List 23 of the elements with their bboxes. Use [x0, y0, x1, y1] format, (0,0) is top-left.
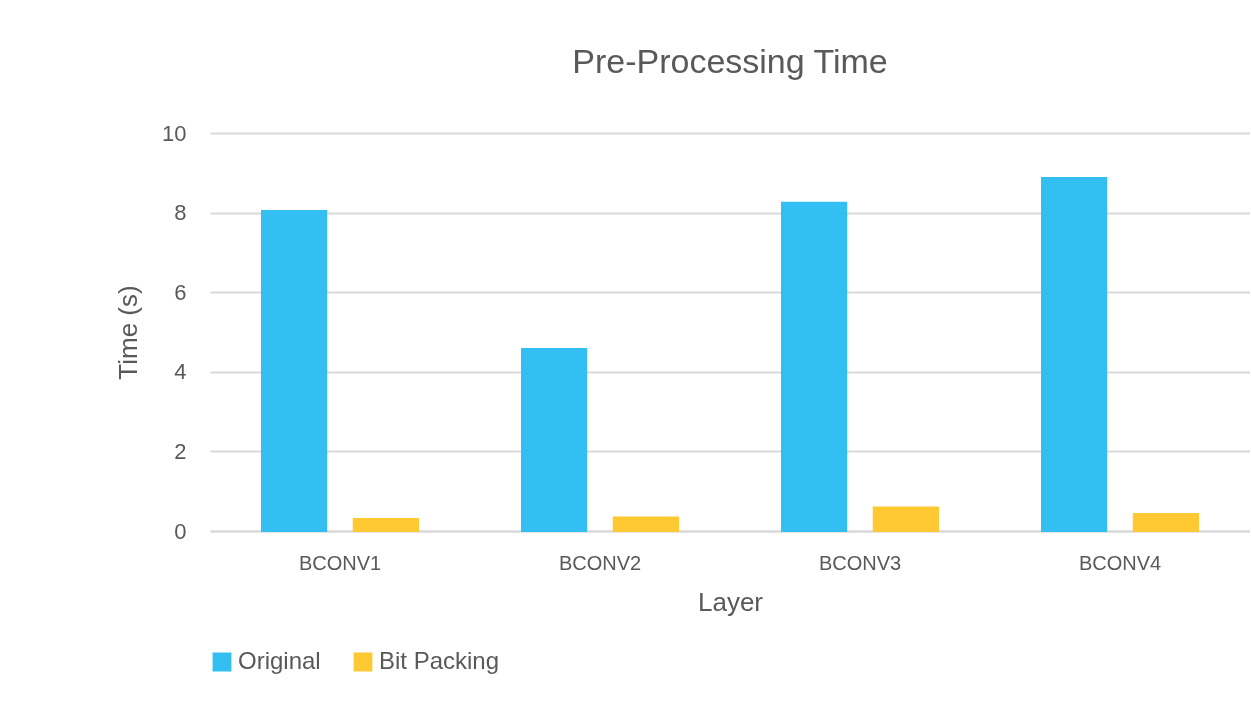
bar — [261, 210, 328, 532]
bar — [612, 516, 679, 532]
legend-label: Original — [238, 647, 321, 674]
x-tick-label: BCONV1 — [298, 551, 382, 574]
bar — [521, 348, 588, 532]
chart-title: Pre-Processing Time — [572, 42, 888, 80]
bar — [352, 518, 419, 532]
y-tick-label: 8 — [174, 200, 187, 226]
y-tick-label: 6 — [174, 279, 187, 305]
bar — [1132, 512, 1199, 532]
x-axis-title: Layer — [697, 586, 764, 617]
x-tick-label: BCONV2 — [558, 551, 642, 574]
x-tick-label: BCONV3 — [818, 551, 902, 574]
bar — [872, 506, 939, 532]
y-tick-label: 10 — [162, 120, 187, 146]
x-tick-label: BCONV4 — [1078, 551, 1162, 574]
bar — [1041, 176, 1108, 532]
bar — [781, 201, 848, 532]
y-axis-title: Time (s) — [113, 285, 144, 380]
y-tick-label: 4 — [174, 359, 187, 385]
legend-label: Bit Packing — [379, 647, 500, 674]
y-tick-label: 2 — [174, 438, 187, 464]
y-tick-label: 0 — [174, 518, 187, 544]
